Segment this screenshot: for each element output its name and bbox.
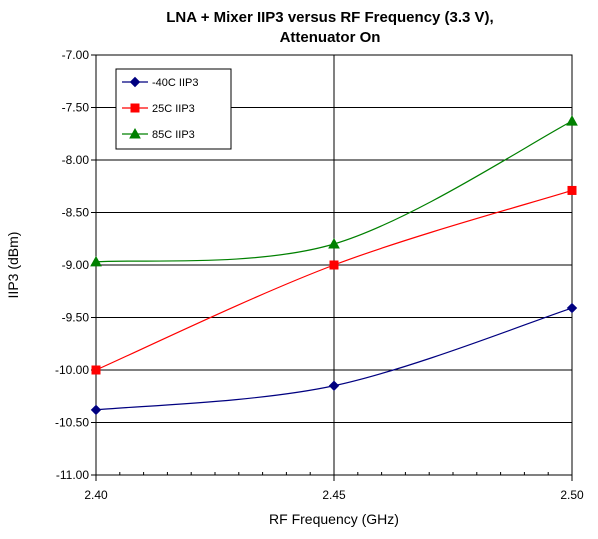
data-point xyxy=(90,255,102,267)
plot-area: -7.00 -7.50 -8.00 -8.50 -9.00 -9.50 -10.00 -10.… xyxy=(55,48,584,502)
y-tick-label: -10.00 xyxy=(55,363,89,377)
data-point xyxy=(567,185,577,195)
x-tick-label: 2.40 xyxy=(84,488,108,502)
legend-marker xyxy=(129,76,141,88)
x-axis-label: RF Frequency (GHz) xyxy=(269,511,399,527)
data-point xyxy=(329,260,339,270)
chart-title: LNA + Mixer IIP3 versus RF Frequency (3.… xyxy=(166,9,493,26)
y-tick-label: -10.50 xyxy=(55,416,89,430)
data-point xyxy=(566,302,578,314)
y-tick-label: -8.00 xyxy=(62,153,90,167)
y-axis-label: IIP3 (dBm) xyxy=(5,232,21,299)
y-tick-label: -8.50 xyxy=(62,206,90,220)
y-tick-label: -11.00 xyxy=(56,468,89,482)
data-point xyxy=(91,365,101,375)
y-tick-label: -7.00 xyxy=(62,48,90,62)
legend-marker xyxy=(129,127,141,139)
data-point xyxy=(566,115,578,126)
data-point xyxy=(328,380,340,391)
y-tick-label: -9.00 xyxy=(62,258,90,272)
data-point xyxy=(90,404,102,416)
chart-subtitle: Attenuator On xyxy=(280,29,381,46)
x-tick-label: 2.45 xyxy=(322,488,346,502)
x-tick-label: 2.50 xyxy=(560,488,584,502)
legend-label: 85C IIP3 xyxy=(152,129,195,141)
y-tick-label: -9.50 xyxy=(62,311,90,325)
y-tick-label: -7.50 xyxy=(62,101,90,115)
legend-label: -40C IIP3 xyxy=(152,77,198,89)
data-point xyxy=(328,237,340,249)
legend: -40C IIP3 25C IIP3 85C IIP3 xyxy=(115,68,232,150)
legend-label: 25C IIP3 xyxy=(152,103,195,115)
legend-marker xyxy=(130,103,140,113)
